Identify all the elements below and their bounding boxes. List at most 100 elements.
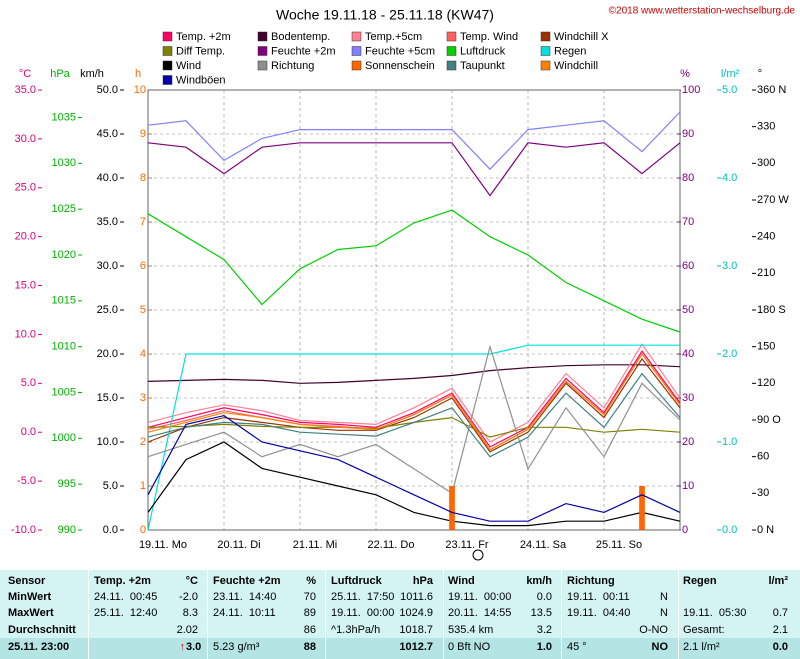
y-tick-label: 80 <box>682 172 694 184</box>
y-tick-label: 2 <box>140 436 146 448</box>
y-tick-label: 1015 <box>52 295 76 307</box>
table-cell: Durchschnitt <box>8 624 76 636</box>
table-cell: 3.2 <box>536 624 552 636</box>
y-tick-label: 240 <box>757 231 775 243</box>
y-tick-label: 6 <box>140 260 146 272</box>
y-tick-label: 20.0 <box>97 348 118 360</box>
legend-label: Bodentemp. <box>271 31 330 43</box>
legend-label: Richtung <box>271 60 314 72</box>
y-tick-label: 120 <box>757 377 775 389</box>
y-tick-label: -5.0 <box>17 475 36 487</box>
series-line <box>147 209 681 333</box>
x-tick-label: 19.11. Mo <box>139 539 187 551</box>
y-tick-label: 9 <box>140 128 146 140</box>
table-cell: 45 ° <box>567 641 587 653</box>
table-cell: 23.11. 14:40 <box>213 591 277 603</box>
y-tick-label: 995 <box>58 478 76 490</box>
table-cell: % <box>306 575 316 587</box>
y-tick-label: 1035 <box>52 111 76 123</box>
legend-label: Windchill X <box>554 31 609 43</box>
y-tick-label: 15.0 <box>15 279 36 291</box>
legend-swatch <box>162 31 173 42</box>
legend-swatch <box>446 60 457 71</box>
column-separator <box>325 570 326 659</box>
y-tick-label: 30.0 <box>97 260 118 272</box>
y-tick-label: 1005 <box>52 386 76 398</box>
table-cell: km/h <box>526 575 552 587</box>
y-tick-label: 0 <box>682 524 688 536</box>
axis-unit: hPa <box>50 68 70 80</box>
table-cell: N <box>660 607 668 619</box>
y-tick-label: 35.0 <box>15 84 36 96</box>
table-cell: ↑ <box>179 641 186 653</box>
table-cell: Sensor <box>8 575 46 587</box>
axis-unit: ° <box>758 68 762 80</box>
y-tick-label: 4.0 <box>722 172 737 184</box>
column-separator <box>88 570 89 659</box>
table-cell: 1024.9 <box>399 607 433 619</box>
y-tick-label: 1030 <box>52 157 76 169</box>
series-line <box>147 350 681 448</box>
y-tick-label: 0 N <box>757 524 774 536</box>
y-tick-label: 10 <box>682 480 694 492</box>
table-cell: MaxWert <box>8 607 54 619</box>
legend-swatch <box>446 31 457 42</box>
legend-swatch <box>540 31 551 42</box>
y-tick-label: 1025 <box>52 203 76 215</box>
x-tick-label: 25.11. So <box>596 539 642 551</box>
series-line <box>147 372 681 458</box>
y-tick-label: 40 <box>682 348 694 360</box>
y-tick-label: 90 <box>682 128 694 140</box>
table-cell: 25.11. 12:40 <box>94 607 158 619</box>
y-tick-label: 1000 <box>52 432 76 444</box>
legend-swatch <box>351 46 362 56</box>
legend-swatch <box>540 46 551 56</box>
legend-swatch <box>351 31 362 42</box>
stats-table: Sensor Temp. +2m °C Feuchte +2m% Luftdruck hP… <box>0 570 800 659</box>
table-cell: 19.11. 00:11 <box>567 591 630 603</box>
y-tick-label: 5.0 <box>21 377 36 389</box>
table-cell: 2.1 l/m² <box>683 641 720 653</box>
legend-label: Temp. +2m <box>176 31 231 43</box>
table-cell: 24.11. 00:45 <box>94 591 158 603</box>
table-cell: 19.11. 05:30 <box>683 607 747 619</box>
y-tick-label: 20 <box>682 436 694 448</box>
y-tick-label: 3.0 <box>722 260 737 272</box>
y-tick-label: 60 <box>682 260 694 272</box>
axis-unit: km/h <box>80 68 104 80</box>
table-cell: O-NO <box>639 624 668 636</box>
y-tick-label: 3 <box>140 392 146 404</box>
y-tick-label: 5.0 <box>103 480 118 492</box>
chart: Woche 19.11.18 - 25.11.18 (KW47) ©2018 w… <box>11 6 795 561</box>
table-cell: Regen <box>683 575 717 587</box>
y-tick-label: 10 <box>134 84 146 96</box>
y-tick-label: 330 <box>757 121 775 133</box>
y-tick-label: 25.0 <box>15 182 36 194</box>
axis-unit: h <box>135 68 141 80</box>
y-tick-label: 150 <box>757 341 775 353</box>
y-tick-label: 40.0 <box>97 172 118 184</box>
legend-label: Temp. Wind <box>460 31 518 43</box>
chart-title: Woche 19.11.18 - 25.11.18 (KW47) <box>276 7 494 23</box>
legend-swatch <box>162 46 173 56</box>
table-cell: 0.0 <box>772 641 788 653</box>
table-cell: MinWert <box>8 591 52 603</box>
legend-swatch <box>257 46 268 56</box>
table-cell: 24.11. 10:11 <box>213 607 276 619</box>
column-separator <box>678 570 679 659</box>
marker-icon <box>472 549 484 561</box>
series-line <box>147 111 681 171</box>
y-tick-label: 0.0 <box>722 524 737 536</box>
y-tick-label: 50 <box>682 304 694 316</box>
y-tick-label: 1 <box>140 480 146 492</box>
y-tick-label: 0 <box>140 524 146 536</box>
series-line <box>147 142 681 197</box>
y-tick-label: 4 <box>140 348 146 360</box>
axis-unit: % <box>680 68 690 80</box>
table-cell: l/m² <box>768 575 788 587</box>
y-tick-label: 1.0 <box>722 436 737 448</box>
legend-label: Feuchte +2m <box>271 45 336 57</box>
y-tick-label: 360 N <box>757 84 786 96</box>
y-tick-label: 7 <box>140 216 146 228</box>
